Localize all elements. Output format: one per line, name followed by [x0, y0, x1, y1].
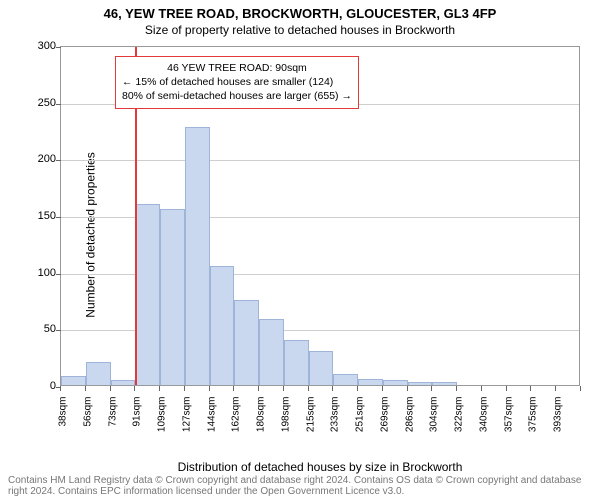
histogram-bar: [86, 362, 111, 385]
histogram-bar: [234, 300, 259, 385]
x-tick-label: 215sqm: [305, 397, 316, 447]
histogram-bar: [135, 204, 160, 385]
x-tick-label: 251sqm: [355, 397, 366, 447]
x-tick-mark: [506, 386, 507, 391]
x-tick-mark: [580, 386, 581, 391]
x-tick-mark: [332, 386, 333, 391]
y-tick-label: 50: [26, 323, 56, 335]
x-tick-label: 233sqm: [330, 397, 341, 447]
x-tick-label: 109sqm: [157, 397, 168, 447]
x-tick-label: 393sqm: [553, 397, 564, 447]
x-axis-label: Distribution of detached houses by size …: [60, 460, 580, 474]
y-tick-label: 150: [26, 210, 56, 222]
x-tick-mark: [382, 386, 383, 391]
y-tick-label: 250: [26, 97, 56, 109]
x-tick-mark: [60, 386, 61, 391]
x-tick-mark: [134, 386, 135, 391]
x-tick-label: 91sqm: [132, 397, 143, 447]
x-tick-mark: [357, 386, 358, 391]
y-tick-label: 100: [26, 267, 56, 279]
x-tick-mark: [209, 386, 210, 391]
legend-line-1: 46 YEW TREE ROAD: 90sqm: [122, 61, 352, 75]
plot-area: 46 YEW TREE ROAD: 90sqm← 15% of detached…: [60, 46, 580, 386]
x-tick-mark: [555, 386, 556, 391]
gridline: [61, 160, 579, 161]
x-tick-label: 127sqm: [181, 397, 192, 447]
x-tick-label: 198sqm: [280, 397, 291, 447]
x-tick-mark: [481, 386, 482, 391]
chart-subtitle: Size of property relative to detached ho…: [0, 23, 600, 37]
chart-title: 46, YEW TREE ROAD, BROCKWORTH, GLOUCESTE…: [0, 0, 600, 21]
histogram-bar: [160, 209, 185, 385]
histogram-bar: [111, 380, 136, 385]
x-tick-mark: [233, 386, 234, 391]
x-tick-label: 269sqm: [379, 397, 390, 447]
x-tick-label: 340sqm: [478, 397, 489, 447]
x-tick-label: 322sqm: [454, 397, 465, 447]
legend-line-2: ← 15% of detached houses are smaller (12…: [122, 75, 352, 89]
x-tick-mark: [407, 386, 408, 391]
histogram-bar: [408, 382, 433, 385]
y-tick-mark: [56, 274, 61, 275]
y-tick-label: 300: [26, 40, 56, 52]
histogram-bar: [432, 382, 457, 385]
x-tick-label: 144sqm: [206, 397, 217, 447]
x-tick-mark: [431, 386, 432, 391]
y-tick-label: 0: [26, 380, 56, 392]
x-tick-mark: [159, 386, 160, 391]
x-tick-mark: [456, 386, 457, 391]
plot-wrap: Number of detached properties 46 YEW TRE…: [60, 46, 580, 424]
x-tick-label: 162sqm: [231, 397, 242, 447]
x-tick-label: 375sqm: [528, 397, 539, 447]
x-tick-label: 56sqm: [82, 397, 93, 447]
x-tick-label: 38sqm: [58, 397, 69, 447]
x-tick-label: 304sqm: [429, 397, 440, 447]
y-tick-mark: [56, 330, 61, 331]
y-tick-mark: [56, 217, 61, 218]
legend-box: 46 YEW TREE ROAD: 90sqm← 15% of detached…: [115, 56, 359, 109]
histogram-bar: [61, 376, 86, 385]
x-tick-mark: [184, 386, 185, 391]
x-tick-mark: [530, 386, 531, 391]
histogram-bar: [284, 340, 309, 385]
x-tick-mark: [110, 386, 111, 391]
x-tick-label: 73sqm: [107, 397, 118, 447]
x-tick-label: 357sqm: [503, 397, 514, 447]
x-tick-mark: [283, 386, 284, 391]
x-tick-mark: [308, 386, 309, 391]
y-tick-mark: [56, 104, 61, 105]
histogram-bar: [383, 380, 408, 385]
x-tick-label: 180sqm: [256, 397, 267, 447]
histogram-bar: [309, 351, 334, 385]
x-tick-mark: [85, 386, 86, 391]
histogram-bar: [333, 374, 358, 385]
y-tick-mark: [56, 47, 61, 48]
y-tick-label: 200: [26, 153, 56, 165]
legend-line-3: 80% of semi-detached houses are larger (…: [122, 89, 352, 103]
histogram-bar: [185, 127, 210, 385]
x-tick-mark: [258, 386, 259, 391]
y-tick-mark: [56, 160, 61, 161]
x-tick-label: 286sqm: [404, 397, 415, 447]
histogram-bar: [259, 319, 284, 385]
footer-attribution: Contains HM Land Registry data © Crown c…: [8, 475, 600, 497]
histogram-bar: [210, 266, 235, 385]
histogram-bar: [358, 379, 383, 385]
